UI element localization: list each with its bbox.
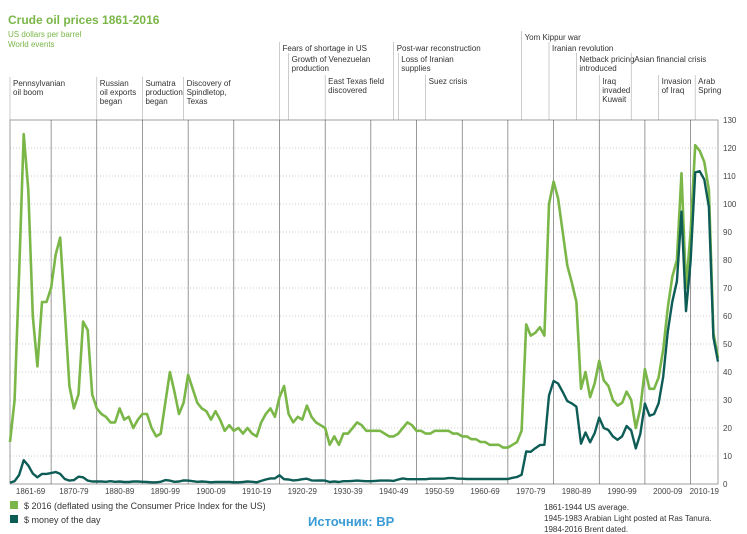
- event-label: East Texas field: [328, 77, 384, 86]
- y-tick-label: 120: [723, 144, 737, 153]
- y-tick-label: 110: [723, 172, 736, 181]
- chart-header: Crude oil prices 1861-2016 US dollars pe…: [8, 13, 160, 49]
- event-label: Invasion: [662, 77, 692, 86]
- event-label: Discovery of: [187, 79, 232, 88]
- note-1: 1861-1944 US average.: [544, 503, 629, 512]
- event-label: production: [145, 88, 182, 97]
- event-label: Growth of Venezuelan: [292, 55, 371, 64]
- x-tick-label: 1940-49: [379, 487, 409, 496]
- y-tick-label: 100: [723, 200, 737, 209]
- y-tick-label: 0: [723, 480, 728, 489]
- events-heading: World events: [8, 40, 55, 49]
- x-tick-label: 2000-09: [653, 487, 683, 496]
- y-tick-label: 80: [723, 256, 732, 265]
- x-tick-label: 1861-69: [16, 487, 46, 496]
- x-tick-label: 1890-99: [151, 487, 181, 496]
- event-label: discovered: [328, 86, 367, 95]
- y-tick-label: 90: [723, 228, 732, 237]
- event-label: Iranian revolution: [552, 44, 613, 53]
- y-tick-label: 70: [723, 284, 732, 293]
- legend-swatch-nominal: [10, 515, 18, 523]
- y-tick-label: 50: [723, 340, 732, 349]
- event-label: Post-war reconstruction: [397, 44, 481, 53]
- x-tick-label: 1960-69: [470, 487, 500, 496]
- event-label: Yom Kippur war: [525, 33, 582, 42]
- x-axis-ticks: 1861-69 1870-79 1880-89 1890-99 1900-09 1910-…: [16, 487, 720, 496]
- x-tick-label: 1870-79: [59, 487, 89, 496]
- y-tick-label: 10: [723, 452, 732, 461]
- y-tick-label: 60: [723, 312, 732, 321]
- y-tick-label: 30: [723, 396, 732, 405]
- chart-title: Crude oil prices 1861-2016: [8, 13, 160, 27]
- event-label: introduced: [579, 64, 616, 73]
- x-tick-label: 1930-39: [333, 487, 363, 496]
- event-label: production: [292, 64, 329, 73]
- y-tick-label: 130: [723, 116, 737, 125]
- event-label: Fears of shortage in US: [282, 44, 366, 53]
- note-3: 1984-2016 Brent dated.: [544, 525, 628, 534]
- legend-label-deflated: $ 2016 (deflated using the Consumer Pric…: [24, 501, 266, 511]
- x-tick-label: 1990-99: [607, 487, 637, 496]
- x-tick-label: 1920-29: [288, 487, 318, 496]
- x-tick-label: 1880-89: [105, 487, 135, 496]
- x-tick-label: 1980-89: [562, 487, 592, 496]
- event-label: Suez crisis: [429, 77, 468, 86]
- event-label: began: [100, 97, 122, 106]
- event-label: began: [145, 97, 167, 106]
- plot-frame: [9, 119, 719, 485]
- legend-label-nominal: $ money of the day: [24, 515, 101, 525]
- event-label: oil exports: [100, 88, 136, 97]
- event-label: Spring: [698, 86, 721, 95]
- event-label: Pennsylvanian: [13, 79, 65, 88]
- x-tick-label: 1970-79: [516, 487, 546, 496]
- series-group: [8, 132, 720, 484]
- event-label: invaded: [602, 86, 630, 95]
- y-tick-label: 40: [723, 368, 732, 377]
- event-label: Netback pricing: [579, 55, 634, 64]
- event-label: Asian financial crisis: [634, 55, 706, 64]
- data-notes: 1861-1944 US average. 1945-1983 Arabian …: [544, 503, 712, 534]
- event-label: Sumatra: [145, 79, 176, 88]
- x-tick-label: 1900-09: [196, 487, 226, 496]
- event-label: of Iraq: [662, 86, 685, 95]
- event-label: Spindletop,: [187, 88, 227, 97]
- y-axis-ticks: 0 10 20 30 40 50 60 70 80 90 100 110 120 130: [723, 116, 737, 489]
- note-2: 1945-1983 Arabian Light posted at Ras Ta…: [544, 514, 712, 523]
- event-label: Arab: [698, 77, 715, 86]
- x-tick-label: 1950-59: [425, 487, 455, 496]
- y-tick-label: 20: [723, 424, 732, 433]
- series-line-deflated: [8, 132, 720, 449]
- event-label: Iraq: [602, 77, 616, 86]
- x-tick-label: 2010-19: [690, 487, 720, 496]
- legend: $ 2016 (deflated using the Consumer Pric…: [10, 501, 266, 525]
- event-label: supplies: [401, 64, 430, 73]
- event-label: Kuwait: [602, 95, 627, 104]
- legend-swatch-deflated: [10, 501, 18, 509]
- chart-subtitle: US dollars per barrel: [8, 30, 82, 39]
- grid-lines: [10, 120, 718, 484]
- event-label: oil boom: [13, 88, 44, 97]
- x-tick-label: 1910-19: [242, 487, 272, 496]
- series-line-nominal: [9, 170, 720, 484]
- source-caption: Источник: BP: [308, 514, 395, 529]
- event-label: Russian: [100, 79, 129, 88]
- event-label: Texas: [187, 97, 208, 106]
- event-label: Loss of Iranian: [401, 55, 453, 64]
